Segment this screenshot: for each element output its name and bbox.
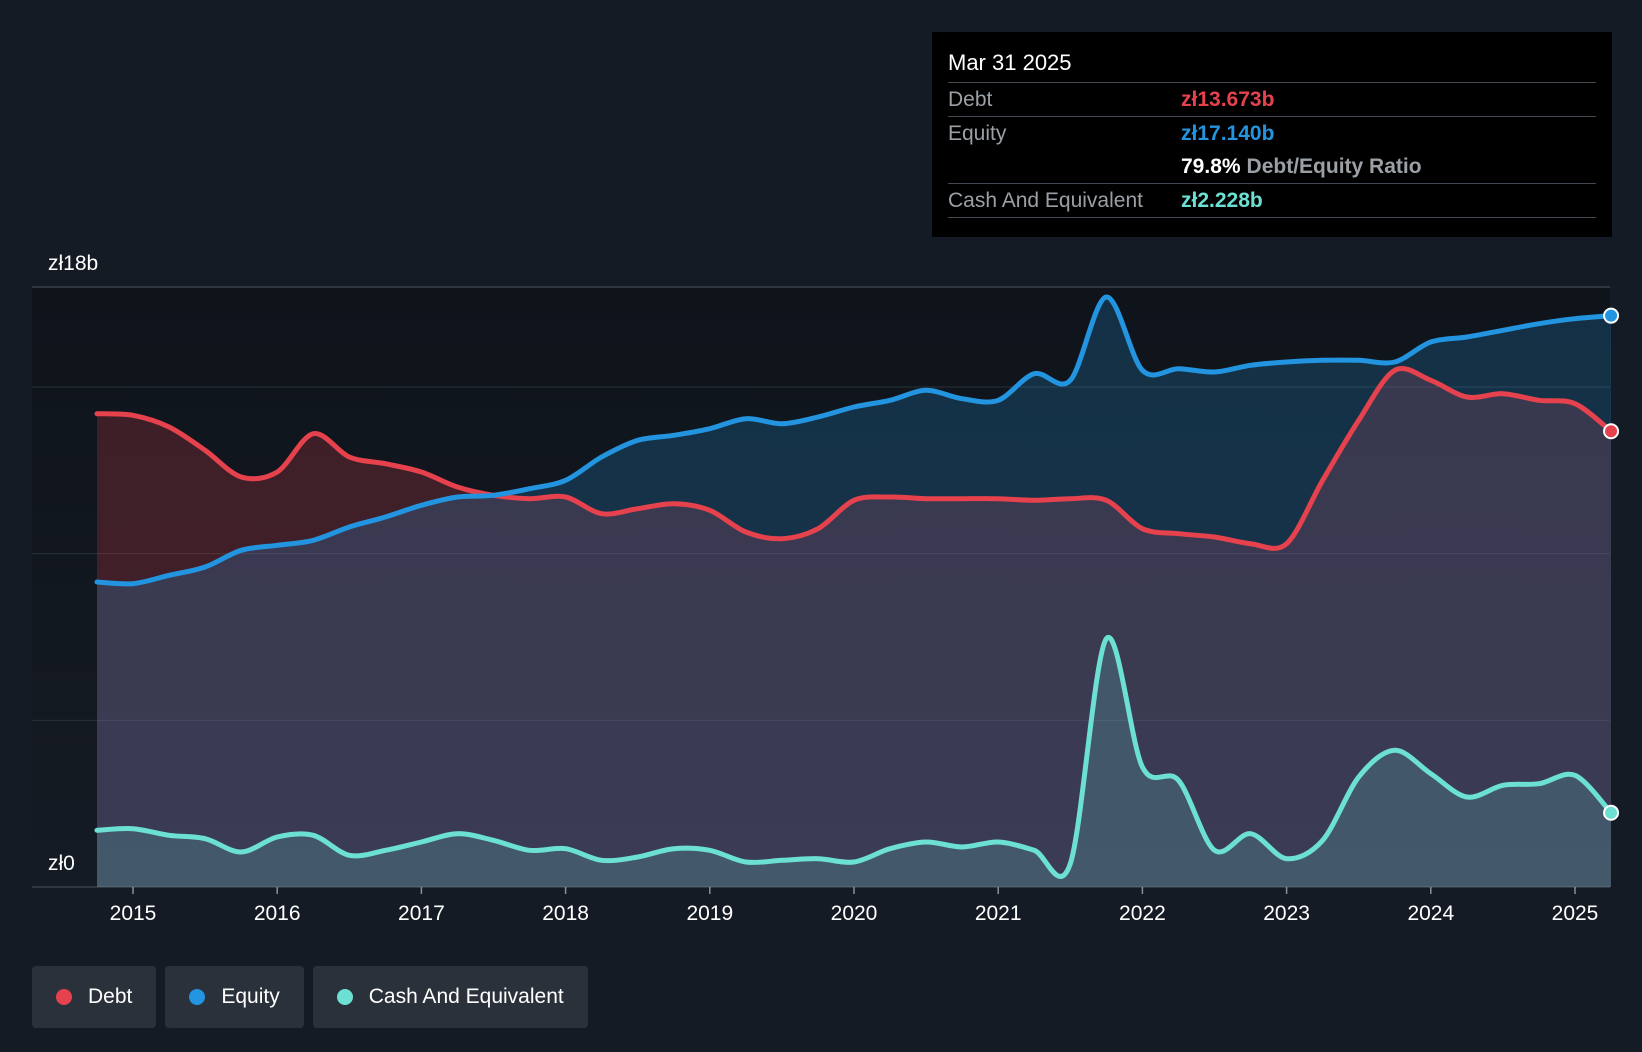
cash-line bbox=[94, 634, 1614, 879]
cash-dot-icon bbox=[336, 989, 353, 1005]
tooltip-cash-value: zł2.228b bbox=[1181, 188, 1263, 212]
legend-cash-label: Cash And Equivalent bbox=[368, 985, 564, 1008]
x-tick-label: 2019 bbox=[686, 902, 733, 925]
x-tick-label: 2016 bbox=[254, 902, 301, 925]
legend-item-debt[interactable]: Debt bbox=[32, 966, 157, 1028]
tooltip-debt-value: zł13.673b bbox=[1181, 87, 1275, 111]
tooltip-ratio-label: Debt/Equity Ratio bbox=[1246, 154, 1422, 178]
tooltip-equity-label: Equity bbox=[948, 121, 1007, 145]
cash-area bbox=[97, 637, 1611, 887]
x-tick-label: 2015 bbox=[110, 902, 157, 925]
x-tick-label: 2021 bbox=[975, 902, 1022, 925]
tooltip-debt-label: Debt bbox=[948, 87, 993, 111]
tooltip-row-ratio: 79.8% Debt/Equity Ratio bbox=[948, 150, 1596, 183]
legend: Debt Equity Cash And Equivalent bbox=[32, 966, 588, 1028]
x-axis-ticks: 2015 2016 2017 2018 2019 2020 2021 2022 2023 2024… bbox=[110, 887, 1599, 925]
equity-dot-icon bbox=[189, 989, 206, 1005]
series-endpoints bbox=[1603, 307, 1620, 821]
tooltip-ratio-value: 79.8% bbox=[1181, 154, 1241, 178]
x-tick-label: 2024 bbox=[1407, 902, 1454, 925]
tooltip-cash-label: Cash And Equivalent bbox=[948, 188, 1143, 212]
x-tick-label: 2018 bbox=[542, 902, 589, 925]
gridlines bbox=[32, 286, 1610, 888]
legend-item-equity[interactable]: Equity bbox=[165, 966, 304, 1028]
equity-line bbox=[94, 294, 1614, 587]
tooltip-row-cash: Cash And Equivalent zł2.228b bbox=[948, 183, 1596, 218]
tooltip-equity-value: zł17.140b bbox=[1181, 121, 1275, 145]
tooltip-row-debt: Debt zł13.673b bbox=[948, 82, 1596, 116]
legend-item-cash[interactable]: Cash And Equivalent bbox=[312, 966, 588, 1028]
equity-endpoint-marker bbox=[1603, 307, 1620, 324]
x-tick-label: 2023 bbox=[1263, 902, 1310, 925]
legend-debt-label: Debt bbox=[88, 985, 133, 1008]
x-tick-label: 2020 bbox=[831, 902, 878, 925]
x-tick-label: 2017 bbox=[398, 902, 445, 925]
x-tick-label: 2022 bbox=[1119, 902, 1166, 925]
x-tick-label: 2025 bbox=[1552, 902, 1599, 925]
tooltip-date: Mar 31 2025 bbox=[948, 50, 1072, 75]
debt-endpoint-marker bbox=[1603, 423, 1620, 440]
y-axis-label-min: zł0 bbox=[48, 852, 75, 875]
legend-equity-label: Equity bbox=[221, 985, 280, 1008]
y-axis-label-max: zł18b bbox=[48, 252, 98, 275]
equity-area bbox=[97, 296, 1611, 887]
tooltip-panel: Mar 31 2025 Debt zł13.673b Equity zł17.1… bbox=[932, 32, 1612, 237]
debt-line bbox=[94, 366, 1614, 551]
debt-dot-icon bbox=[56, 989, 72, 1005]
cash-endpoint-marker bbox=[1603, 804, 1620, 821]
series-lines bbox=[94, 294, 1614, 879]
tooltip-row-equity: Equity zł17.140b bbox=[948, 116, 1596, 150]
